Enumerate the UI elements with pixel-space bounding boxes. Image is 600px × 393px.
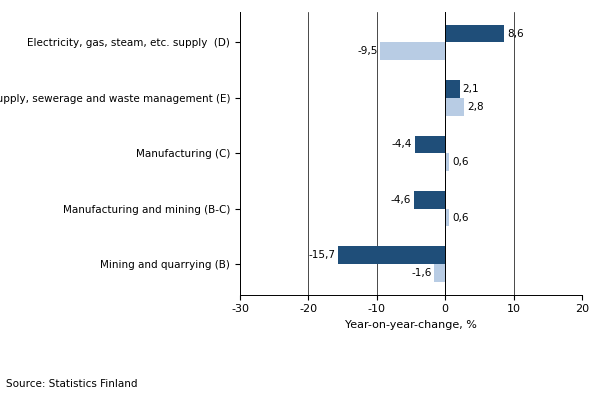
Text: 8,6: 8,6	[507, 29, 523, 39]
Text: 2,8: 2,8	[467, 102, 484, 112]
Text: -4,4: -4,4	[392, 140, 412, 149]
Text: 2,1: 2,1	[463, 84, 479, 94]
Bar	[445, 25, 504, 42]
Bar	[445, 209, 449, 226]
Text: Source: Statistics Finland: Source: Statistics Finland	[6, 379, 137, 389]
Text: 0,6: 0,6	[452, 157, 469, 167]
Bar	[434, 264, 445, 282]
X-axis label: Year-on-year-change, %: Year-on-year-change, %	[345, 320, 477, 330]
Bar	[414, 191, 445, 209]
Text: -15,7: -15,7	[308, 250, 335, 260]
Bar	[445, 153, 449, 171]
Bar	[338, 246, 445, 264]
Text: -4,6: -4,6	[391, 195, 411, 205]
Text: -1,6: -1,6	[411, 268, 431, 278]
Text: 0,6: 0,6	[452, 213, 469, 222]
Bar	[415, 136, 445, 153]
Bar	[380, 42, 445, 60]
Text: -9,5: -9,5	[357, 46, 377, 56]
Bar	[445, 98, 464, 116]
Bar	[445, 80, 460, 98]
